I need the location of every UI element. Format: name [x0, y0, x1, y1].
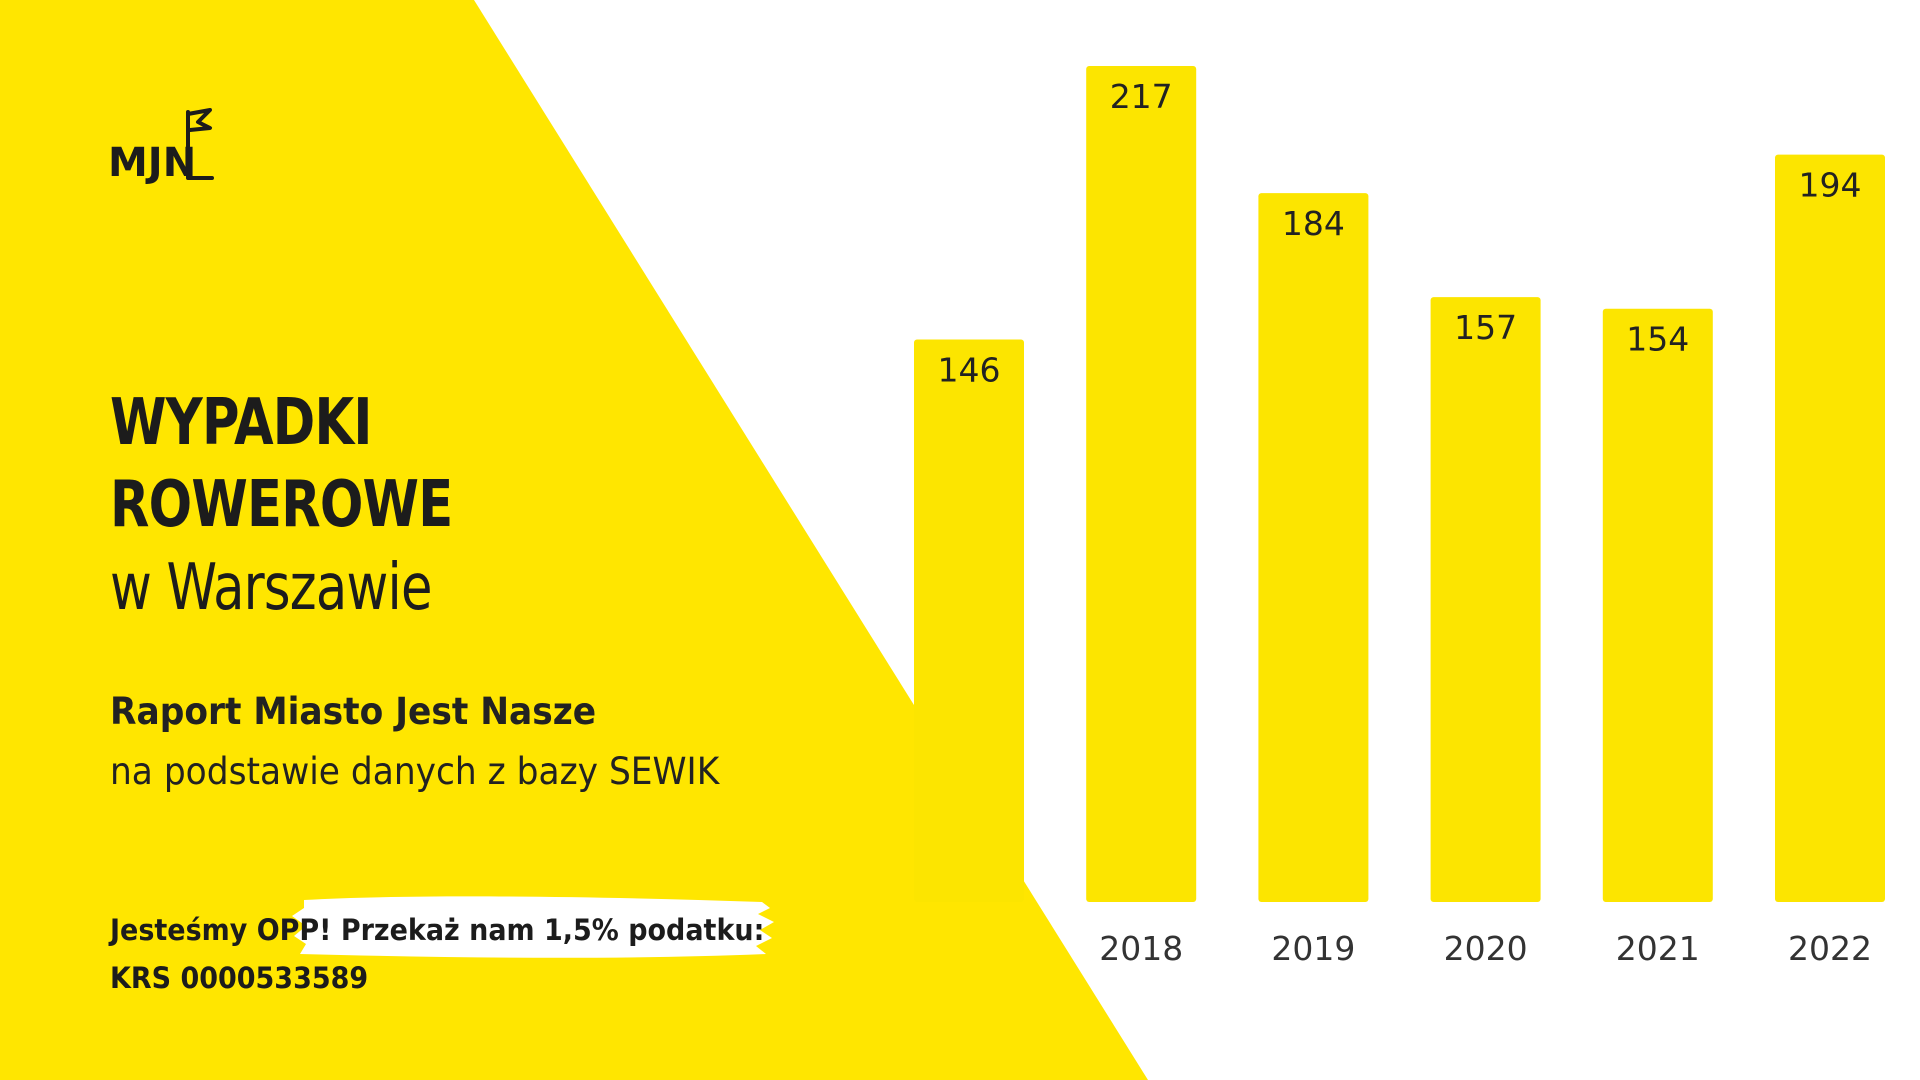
- brush-highlight: [292, 896, 774, 958]
- report-subtitle: Raport Miasto Jest Nasze na podstawie da…: [110, 682, 765, 802]
- donation-line: Jesteśmy OPP! Przekaż nam 1,5% podatku:: [110, 906, 764, 954]
- bar-2021: [1602, 308, 1713, 902]
- x-tick-label: 2019: [1271, 929, 1355, 968]
- data-source: na podstawie danych z bazy SEWIK: [110, 750, 720, 793]
- x-tick-label: 2020: [1444, 929, 1528, 968]
- bar-2020: [1430, 297, 1541, 902]
- flag-icon: [186, 108, 214, 180]
- opp-label: Jesteśmy OPP!: [110, 913, 332, 947]
- bar-value-label: 154: [1626, 320, 1689, 359]
- mjn-logo: MJN: [108, 108, 214, 186]
- x-tick-label: 2021: [1616, 929, 1700, 968]
- bar-2022: [1775, 154, 1885, 903]
- bar-first: [914, 339, 1024, 902]
- x-tick-label: 2022: [1788, 929, 1872, 968]
- bar-value-label: 217: [1110, 77, 1173, 116]
- bar-2019: [1258, 193, 1369, 902]
- donation-footer: Jesteśmy OPP! Przekaż nam 1,5% podatku: …: [110, 906, 814, 1002]
- headline: WYPADKI ROWEROWE w Warszawie: [110, 382, 538, 630]
- report-name: Raport Miasto Jest Nasze: [110, 690, 597, 733]
- bar-value-label: 194: [1799, 166, 1862, 205]
- logo-text: MJN: [108, 140, 196, 186]
- krs-number: KRS 0000533589: [110, 961, 369, 995]
- headline-line-3: w Warszawie: [110, 551, 432, 625]
- bar-value-label: 184: [1282, 204, 1345, 243]
- donate-label: Przekaż nam 1,5% podatku:: [340, 913, 765, 947]
- x-tick-label: 2018: [1099, 929, 1183, 968]
- bar-2018: [1086, 66, 1197, 902]
- bar-value-label: 157: [1454, 308, 1517, 347]
- headline-line-2: ROWEROWE: [110, 468, 453, 542]
- headline-line-1: WYPADKI: [110, 386, 372, 460]
- bar-value-label: 146: [938, 351, 1001, 390]
